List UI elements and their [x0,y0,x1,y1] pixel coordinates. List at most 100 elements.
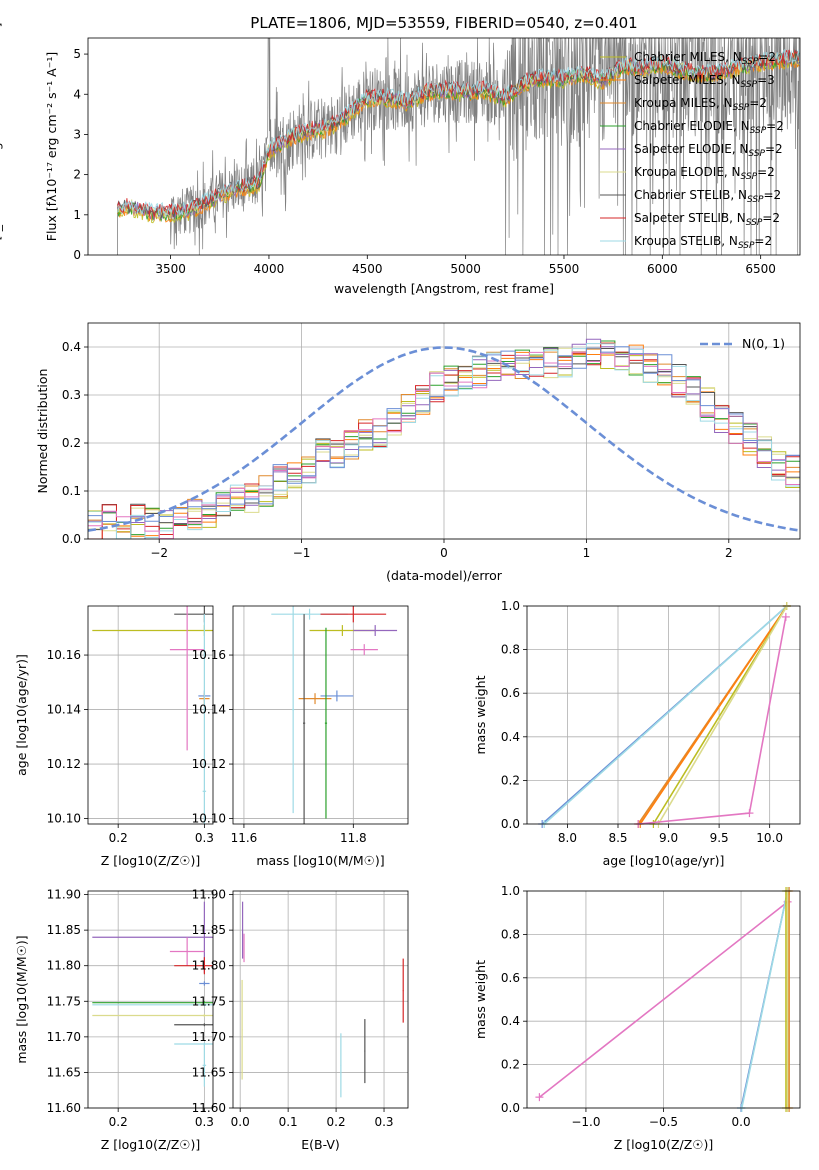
y-axis-label: mass [log10(M/M☉)] [14,935,29,1063]
y-tick-label: 3 [73,127,81,141]
x-tick-label: 0.2 [109,831,128,845]
x-axis-label: Z [log10(Z/Z☉)] [101,1137,201,1152]
y-tick-label: 0.2 [62,436,81,450]
y-axis-label: mass weight [473,960,488,1039]
y-tick-label: 0.0 [501,1101,520,1115]
panel-1: PLATE=1806, MJD=53559, FIBERID=0540, z=0… [0,14,801,296]
x-tick-label: 6500 [745,262,776,276]
legend-label: Chabrier MILES, NSSP=2 [634,50,776,67]
legend: Chabrier MILES, NSSP=2 Salpeter MILES, NS… [600,50,784,251]
axes-frame [87,37,801,256]
x-tick-label: 0.0 [732,1115,751,1129]
y-tick-label: 10.12 [192,757,226,771]
legend-label: Salpeter MILES, NSSP=3 [634,73,775,90]
x-axis-label: Z [log10(Z/Z☉)] [614,1137,714,1152]
y-tick-label: 11.90 [47,888,81,902]
x-tick-label: −2 [150,546,168,560]
errorbar-point [241,979,243,1080]
y-tick-label: 11.70 [192,1030,226,1044]
y-tick-label: 0.0 [62,532,81,546]
x-tick-label: 2 [725,546,733,560]
panel-3: 0.2 0.3 10.10 10.12 10.14 10.16 Z [log10(Z/Z☉)… [14,605,214,868]
errorbar-point [169,937,205,966]
legend-label: Salpeter STELIB, NSSP=2 [634,211,780,228]
errorbar-point [202,1043,207,1087]
y-tick-label: 0.4 [501,1014,520,1028]
model-spectrum-line [117,48,800,217]
axes-frame [526,605,801,825]
y-tick-label: 11.65 [192,1065,226,1079]
x-tick-label: 11.6 [231,831,258,845]
y-tick-label: 2 [73,168,81,182]
legend-label: Kroupa STELIB, NSSP=2 [634,234,772,251]
histogram-step-line [88,342,800,539]
y-tick-label: 11.75 [47,994,81,1008]
axes-frame [87,890,214,1109]
y-tick-label: 0 [73,248,81,262]
x-axis-label: (data-model)/error [386,568,503,583]
panel-8: −1.0 −0.5 0.0 0.0 0.2 0.4 0.6 0.8 1.0 Z [log10(Z/… [473,884,801,1152]
y-tick-label: 10.10 [47,812,81,826]
panel-6: 0.2 0.3 11.60 11.65 11.70 11.75 11.80 11.85 11.9… [14,888,214,1152]
y-tick-label: 0.0 [501,817,520,831]
x-tick-label: 11.8 [340,831,367,845]
histogram-step-line [88,342,800,539]
errorbar-point [303,614,306,824]
x-tick-label: −0.5 [649,1115,678,1129]
panel-4: 11.6 11.8 10.10 10.12 10.14 10.16 mass [log10(… [192,605,409,868]
x-tick-label: 4000 [254,262,285,276]
y-axis-label: mass weight [473,675,488,754]
y-tick-label: 10.12 [47,757,81,771]
y-tick-label: 0.2 [501,1058,520,1072]
y-tick-label: 0.4 [62,340,81,354]
errorbar-point [340,1033,342,1098]
errorbar-point [402,958,404,1023]
y-tick-label: 10.16 [47,648,81,662]
y-tick-label: 1.0 [501,599,520,613]
y-axis-label: Flux [f_λ 10^-17 erg cm^-2 s^-1 A^-1] [0,23,3,271]
errorbar-point [353,625,398,636]
y-tick-label: 5 [73,47,81,61]
axes-frame [87,605,214,825]
y-tick-label: 0.3 [62,388,81,402]
x-tick-label: 10.0 [756,831,783,845]
errorbar-point [324,627,328,819]
y-tick-label: 0.1 [62,484,81,498]
errorbar-point [243,933,245,963]
x-axis-label: E(B-V) [301,1137,340,1152]
x-tick-label: 0.3 [195,831,214,845]
series-line [543,605,788,825]
y-tick-label: 10.14 [47,703,81,717]
errorbar-point [174,957,213,975]
y-tick-label: 11.80 [192,959,226,973]
y-axis-label: Normed distribution [35,369,50,494]
x-tick-label: 0.3 [374,1115,393,1129]
y-tick-label: 0.4 [501,730,520,744]
x-tick-label: 4500 [352,262,383,276]
y-axis-label: Flux [fλ10⁻¹⁷ erg cm⁻² s⁻¹ A⁻¹] [44,52,59,241]
x-axis-label: wavelength [Angstrom, rest frame] [334,281,554,296]
y-tick-label: 11.85 [192,923,226,937]
gaussian-curve [88,346,800,532]
errorbar-point [174,1023,213,1027]
y-tick-label: 11.90 [192,888,226,902]
figure-title: PLATE=1806, MJD=53559, FIBERID=0540, z=0… [250,14,637,32]
x-tick-label: 0.0 [231,1115,250,1129]
x-tick-label: 3500 [155,262,186,276]
y-tick-label: 11.70 [47,1030,81,1044]
x-tick-label: 9.5 [710,831,729,845]
y-tick-label: 11.60 [192,1101,226,1115]
x-tick-label: 0 [440,546,448,560]
errorbar-point [199,981,210,986]
y-tick-label: 10.14 [192,703,226,717]
x-tick-label: 8.5 [608,831,627,845]
x-axis-label: Z [log10(Z/Z☉)] [101,853,201,868]
y-tick-label: 11.75 [192,994,226,1008]
x-axis-label: mass [log10(M/M☉)] [256,853,384,868]
y-axis-label: age [log10(age/yr)] [14,654,29,776]
y-tick-label: 1 [73,208,81,222]
x-tick-label: 8.0 [558,831,577,845]
histogram-step-line [88,343,800,539]
y-tick-label: 11.60 [47,1101,81,1115]
